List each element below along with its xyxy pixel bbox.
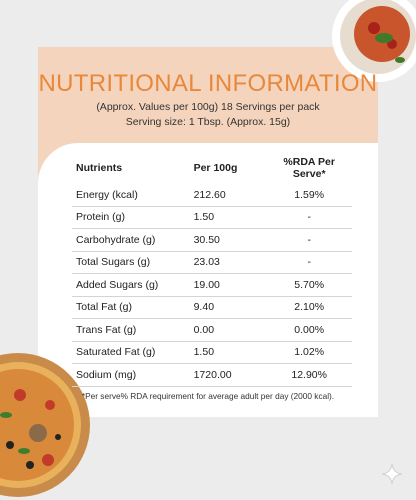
table-cell: - (262, 228, 352, 252)
sparkle-icon (381, 463, 403, 485)
pizza (0, 353, 90, 497)
pasta-plate (332, 0, 416, 82)
table-cell: 19.00 (189, 273, 263, 297)
table-cell: 0.00 (189, 318, 263, 342)
nutrition-table: Nutrients Per 100g %RDA Per Serve* Energy … (72, 156, 352, 387)
table-cell: 23.03 (189, 251, 263, 274)
subtitle: Serving size: 1 Tbsp. (Approx. 15g) (125, 116, 291, 128)
column-header: Per 100g (193, 162, 238, 174)
table-cell: Trans Fat (g) (72, 318, 190, 342)
header-row: Nutrients Per 100g %RDA Per Serve* (72, 156, 352, 184)
title: NUTRITIONAL INFORMATION (38, 70, 378, 97)
table-cell: 0.00% (262, 318, 352, 342)
table-row: Sodium (mg) 1720.00 12.90% (72, 363, 352, 387)
table-cell: - (262, 206, 352, 229)
table-cell: 1.02% (262, 341, 352, 364)
table-cell: 2.10% (262, 296, 352, 319)
table-cell: Carbohydrate (g) (72, 228, 190, 252)
table-row: Added Sugars (g) 19.00 5.70% (72, 273, 352, 297)
subtitle: (Approx. Values per 100g) 18 Servings pe… (96, 101, 320, 113)
table-cell: Sodium (mg) (72, 363, 190, 387)
table-cell: Total Fat (g) (72, 296, 190, 319)
column-header: %RDA Per Serve* (283, 156, 335, 180)
table-cell: Saturated Fat (g) (72, 341, 190, 364)
table-cell: Added Sugars (g) (72, 273, 190, 297)
table-cell: - (262, 251, 352, 274)
table-row: Saturated Fat (g) 1.50 1.02% (72, 341, 352, 364)
table-cell: 9.40 (189, 296, 263, 319)
table-row: Protein (g) 1.50- (72, 206, 352, 229)
table-cell: 1720.00 (189, 363, 263, 387)
table-cell: Protein (g) (72, 206, 190, 229)
table-row: Total Sugars (g) 23.03- (72, 251, 352, 274)
table-cell: 212.60 (189, 184, 263, 207)
table-row: Carbohydrate (g) 30.50- (72, 228, 352, 252)
table-cell: Energy (kcal) (72, 184, 190, 207)
table-row: Energy (kcal) 212.60 1.59% (72, 184, 352, 207)
table-cell: 12.90% (262, 363, 352, 387)
table-cell: Total Sugars (g) (72, 251, 190, 274)
table-cell: 1.59% (262, 184, 352, 207)
column-header: Nutrients (76, 162, 123, 174)
table-cell: 5.70% (262, 273, 352, 297)
table-row: Total Fat (g) 9.40 2.10% (72, 296, 352, 319)
table-cell: 1.50 (189, 341, 263, 364)
footnote: *Per serve% RDA requirement for average … (81, 391, 335, 401)
table-cell: 1.50 (189, 206, 263, 229)
table-cell: 30.50 (189, 228, 263, 252)
table-row: Trans Fat (g) 0.00 0.00% (72, 318, 352, 342)
